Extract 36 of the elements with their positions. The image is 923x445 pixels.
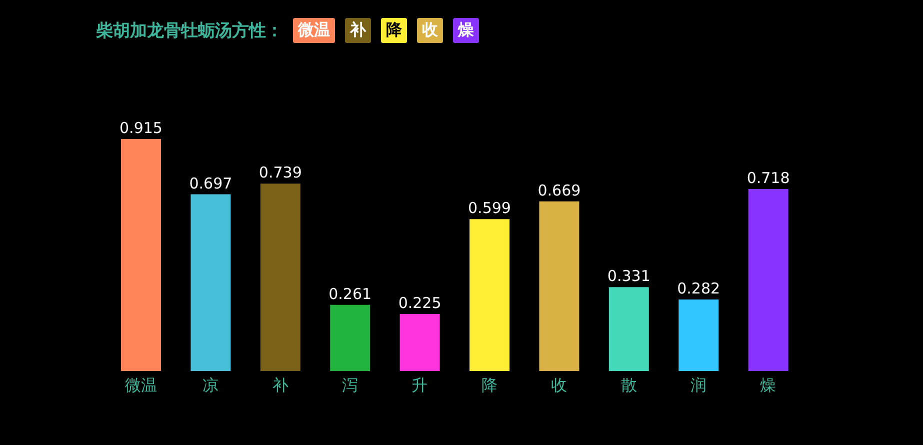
- data-label: 0.915: [120, 119, 162, 137]
- x-tick-label: 散: [620, 375, 637, 394]
- bar: [748, 188, 788, 371]
- data-label: 0.697: [189, 174, 232, 192]
- x-tick-label: 补: [272, 375, 288, 394]
- bar: [260, 184, 300, 371]
- data-label: 0.261: [328, 284, 372, 303]
- chart-title: 柴胡加龙骨牡蛎汤方性：: [96, 20, 283, 42]
- text: 降: [381, 18, 407, 43]
- text: 燥: [453, 18, 479, 43]
- x-tick-label: 凉: [202, 375, 219, 394]
- data-label: 0.331: [607, 267, 650, 286]
- bar: [121, 139, 161, 371]
- x-tick-label: 微温: [124, 375, 157, 394]
- bar: [539, 201, 580, 371]
- data-label: 0.739: [258, 164, 302, 182]
- bar: [330, 304, 370, 371]
- bar: [400, 314, 440, 371]
- text: 微温: [293, 18, 335, 43]
- x-tick-label: 润: [690, 375, 706, 394]
- text: 补: [345, 18, 371, 43]
- bar: [608, 287, 649, 371]
- bar: [190, 194, 231, 371]
- data-label: 0.669: [538, 181, 581, 200]
- text: 收: [417, 18, 443, 43]
- data-label: 0.718: [746, 168, 790, 187]
- x-tick-label: 降: [481, 375, 498, 394]
- data-label: 0.225: [398, 294, 442, 312]
- x-tick-label: 收: [551, 375, 568, 394]
- x-tick-label: 燥: [760, 375, 776, 394]
- x-tick-label: 升: [412, 375, 428, 394]
- x-tick-label: 泻: [342, 375, 358, 394]
- data-label: 0.282: [677, 280, 720, 298]
- bar: [470, 219, 510, 371]
- data-label: 0.599: [468, 199, 511, 218]
- bar: [678, 300, 719, 371]
